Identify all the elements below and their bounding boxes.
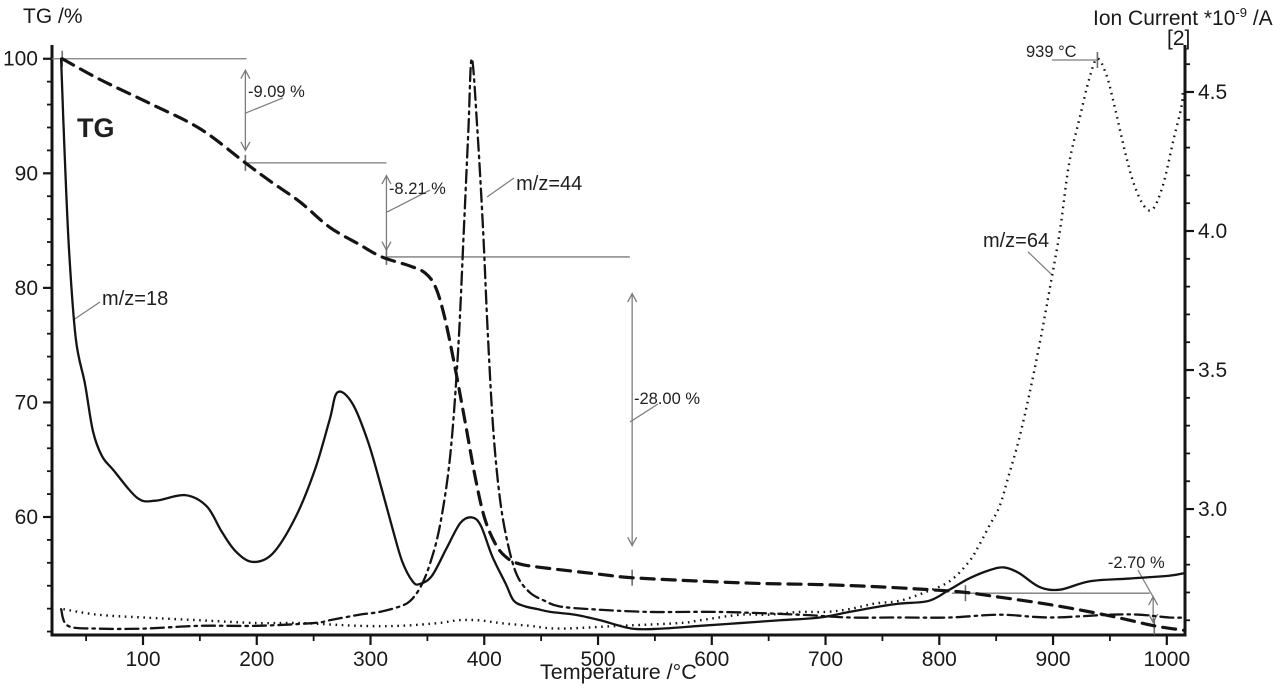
y-right-tick-label: 4.5 [1198,81,1227,104]
mz64-curve-label: m/z=64 [983,230,1049,252]
series-m-z-64-curve [63,57,1184,630]
mz44-curve-label: m/z=44 [516,173,582,195]
y-left-tick-label: 60 [15,506,38,529]
peak-temperature-label: 939 °C [1026,43,1077,61]
right-axis-title-exponent: -9 [1235,5,1247,20]
x-tick-label: 700 [808,648,843,671]
x-axis-title: Temperature /°C [540,660,697,684]
leader-line [486,177,515,198]
tg-curve-label: TG [77,113,115,143]
y-right-tick-label: 4.0 [1198,220,1227,243]
mass-loss-3-label: -28.00 % [634,390,700,408]
x-tick-label: 900 [1036,648,1071,671]
leader-line [245,97,284,114]
leader-line [1027,251,1053,276]
x-tick-label: 600 [694,648,729,671]
mass-loss-4-label: -2.70 % [1108,554,1165,572]
mz18-curve-label: m/z=18 [102,288,168,310]
x-tick-label: 1000 [1143,648,1190,671]
arrow-head-up [627,292,638,303]
y-left-tick-label: 70 [15,391,38,414]
series-m-z-18-curve [59,57,1187,631]
series-tg-curve [60,57,1187,633]
mass-loss-2-label: -8.21 % [389,180,446,198]
x-tick-label: 500 [581,648,616,671]
leader-line [386,189,431,213]
mass-loss-1-label: -9.09 % [248,83,305,101]
x-tick-label: 800 [922,648,957,671]
arrow-head-up [240,68,251,80]
leader-line [72,301,101,321]
series-m-z-44-curve [59,57,1187,631]
y-left-tick-label: 80 [15,277,38,300]
left-axis-title: TG /% [23,5,83,28]
x-tick-label: 200 [239,648,274,671]
y-left-tick-label: 100 [3,48,38,71]
y-right-tick-label: 3.0 [1198,498,1227,521]
right-axis-title-prefix: Ion Current *10 [1093,7,1236,30]
leader-line [1137,569,1156,601]
y-left-tick-label: 90 [15,162,38,185]
x-tick-label: 400 [467,648,502,671]
arrow-head-down [240,141,251,152]
right-axis-title-suffix: /A [1247,7,1273,30]
curve-set-tag: [2] [1167,27,1191,50]
x-tick-label: 300 [353,648,388,671]
right-axis-title: Ion Current *10-9 /A [1093,5,1273,31]
arrow-head-up [381,174,392,185]
arrow-head-down [627,536,638,548]
x-tick-label: 100 [125,648,160,671]
y-right-tick-label: 3.5 [1198,359,1227,382]
leader-line [629,403,659,423]
arrow-head-up [1148,595,1159,606]
